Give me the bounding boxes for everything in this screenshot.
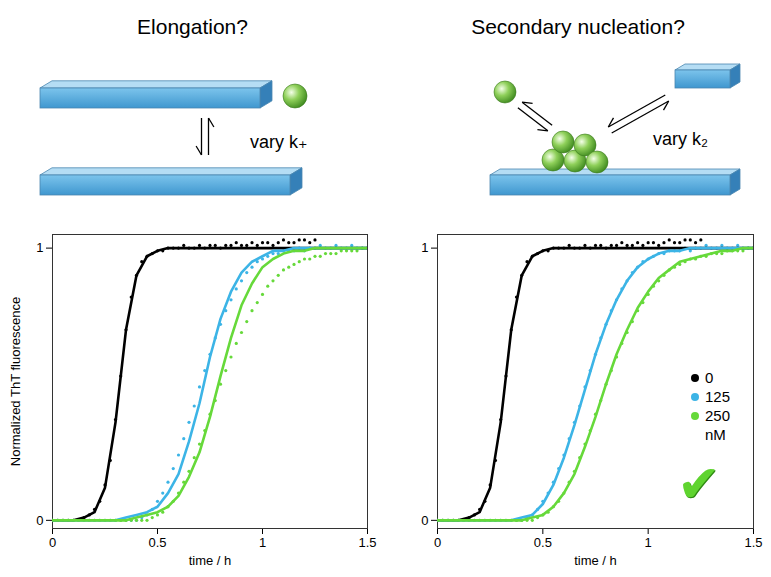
html-text:0: 0	[705, 369, 714, 386]
svg-text:Secondary nucleation?: Secondary nucleation?	[471, 15, 685, 38]
html-text:250 nM: 250 nM	[705, 407, 730, 443]
svg-text:vary k₊: vary k₊	[250, 132, 308, 152]
svg-text:1.5: 1.5	[358, 535, 376, 550]
svg-text:1: 1	[645, 535, 652, 550]
svg-text:1: 1	[36, 240, 43, 255]
svg-text:0.5: 0.5	[534, 535, 552, 550]
html-text:125: 125	[705, 388, 730, 405]
svg-text:0.5: 0.5	[148, 535, 166, 550]
svg-text:0: 0	[49, 535, 56, 550]
svg-text:vary k₂: vary k₂	[653, 129, 708, 149]
svg-text:time / h: time / h	[574, 553, 617, 568]
svg-text:1: 1	[259, 535, 266, 550]
svg-text:0: 0	[421, 512, 428, 527]
svg-text:1: 1	[421, 240, 428, 255]
svg-text:0: 0	[434, 535, 441, 550]
svg-text:time / h: time / h	[189, 553, 232, 568]
svg-text:1.5: 1.5	[744, 535, 762, 550]
svg-text:Elongation?: Elongation?	[137, 15, 248, 38]
svg-text:Normalized ThT fluorescence: Normalized ThT fluorescence	[8, 297, 23, 466]
svg-text:0: 0	[36, 512, 43, 527]
